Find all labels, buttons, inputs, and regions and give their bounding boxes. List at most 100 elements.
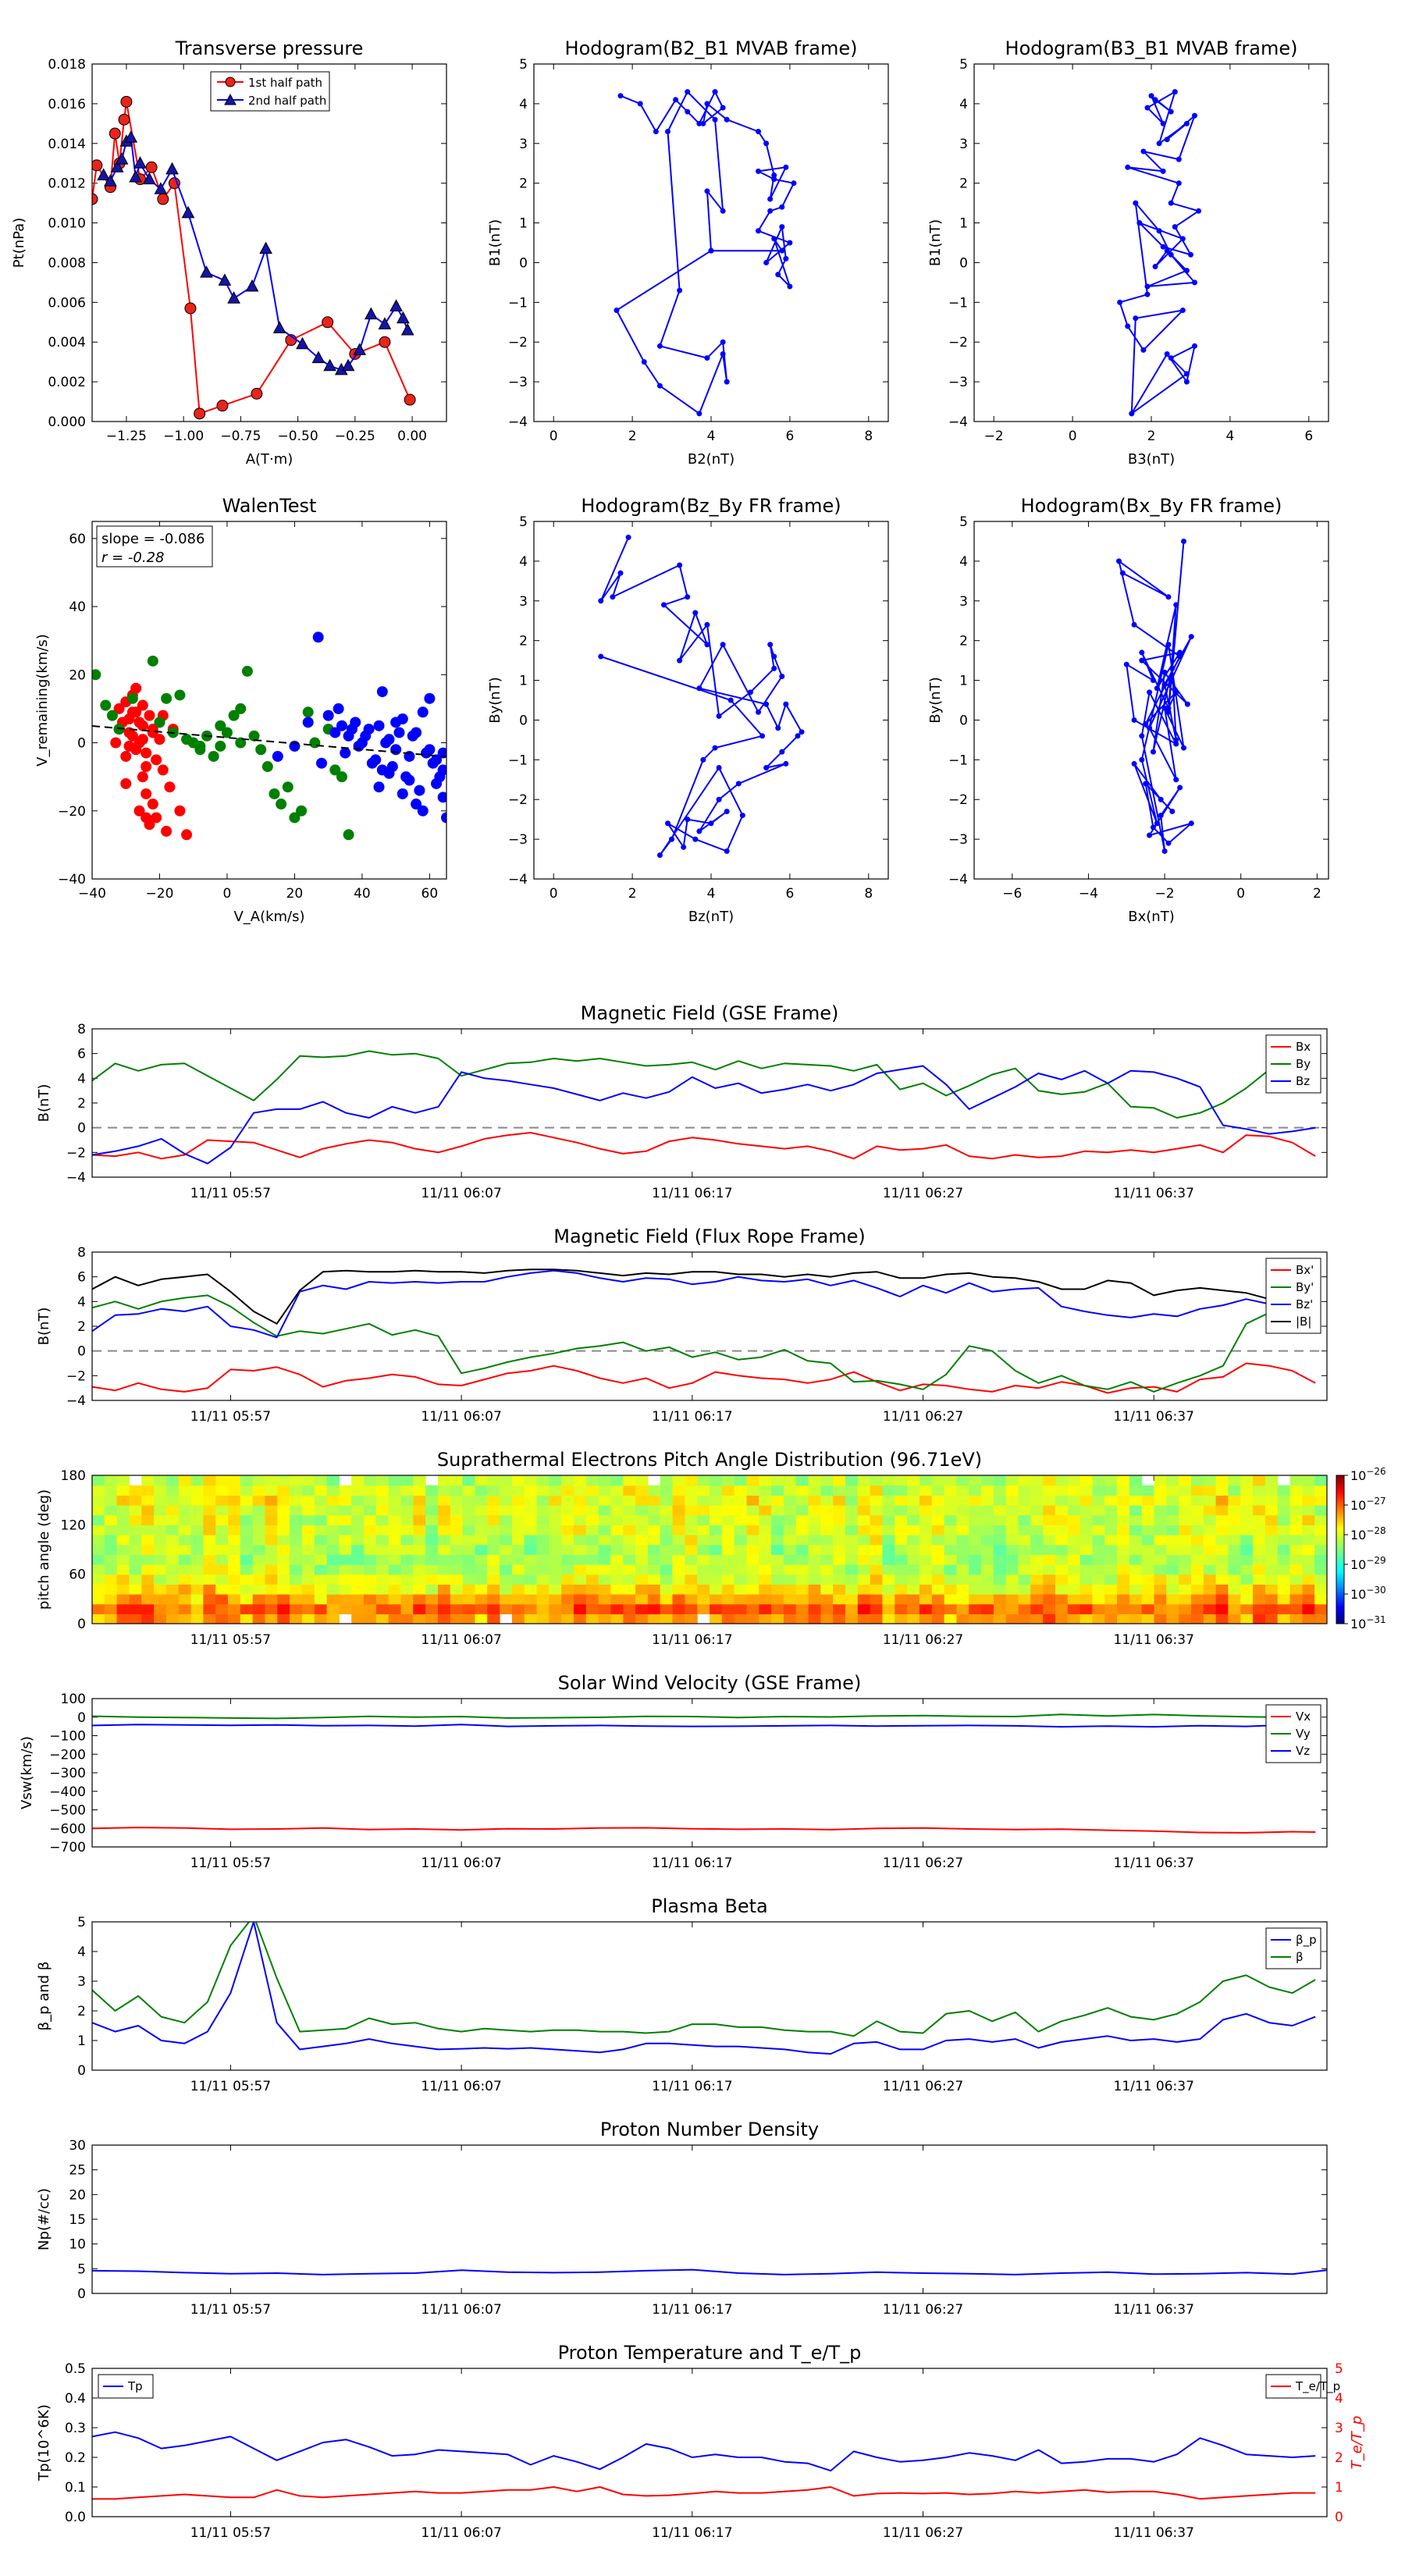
pad-cell [116,1564,130,1575]
walen-point-blue [336,720,347,731]
pad-cell [870,1614,884,1624]
pad-cell [549,1554,562,1565]
pad-cell [1314,1475,1327,1486]
pad-cell [746,1525,759,1535]
pad-cell [1080,1594,1093,1605]
pad-cell [425,1603,439,1614]
pad-cell [1043,1525,1056,1535]
pad-cell [1191,1584,1204,1595]
tp-y2tick-label: 0 [1335,2510,1343,2525]
pad-cell [265,1525,278,1535]
pad-cell [623,1544,636,1555]
pad-cell [783,1535,797,1546]
h3-hodogram-point [708,820,714,827]
h3-hodogram-point [739,813,745,819]
pad-cell [1043,1564,1056,1575]
pad-cell [339,1544,352,1555]
pad-cell [1129,1475,1143,1486]
pad-cell [1067,1594,1081,1605]
h3-xtick-label: 6 [785,886,794,902]
pad-cell [969,1594,982,1605]
pad-cell [598,1535,611,1546]
walen-point-blue [340,747,351,759]
pad-cell [931,1544,945,1555]
pad-cell [364,1535,377,1546]
h3-hodogram-point [712,745,718,751]
pad-cell [351,1495,365,1506]
pad-cell [820,1485,834,1496]
pt-point-first-half [379,336,391,348]
pad-cell [969,1475,982,1486]
h4-hodogram-point [1139,657,1145,664]
h1-ylabel: B1(nT) [487,219,503,266]
tp-ytick-label: 0.0 [65,2510,86,2525]
h2-hodogram-point [1140,347,1147,353]
pad-cell [993,1594,1007,1605]
mag_fr-series-1 [92,1294,1316,1393]
pad-cell [154,1594,167,1605]
walen-point-green [181,734,193,745]
pad-cell [1289,1475,1303,1486]
walen-point-red [137,734,148,745]
h2-hodogram-point [1172,224,1178,230]
pad-cell [1191,1485,1204,1496]
np-xtick-label: 11/11 05:57 [190,2302,271,2318]
pad-cell [326,1603,340,1614]
pad-cell [882,1603,895,1614]
pad-cell [92,1475,105,1486]
pad-cell [981,1485,994,1496]
pad-cell [833,1475,846,1486]
pad-cell [277,1485,290,1496]
h4-hodogram-point [1147,832,1153,838]
pad-cell [759,1514,772,1525]
pad-cell [141,1475,155,1486]
pad-cell [808,1594,821,1605]
pad-cell [647,1525,661,1535]
pad-cell [1055,1564,1069,1575]
pad-cell [1092,1594,1105,1605]
pad-cell [154,1475,167,1486]
pad-cell [882,1485,895,1496]
h4-ylabel: By(nT) [927,677,944,723]
pad-cell [141,1544,155,1555]
pad-cell [561,1554,574,1565]
pad-cell [944,1505,957,1516]
pad-cell [771,1554,784,1565]
pt-point-second-half [323,358,336,372]
h1-title: Hodogram(B2_B1 MVAB frame) [565,37,858,59]
pad-colorbar-tick-label: 10−26 [1350,1466,1386,1483]
pad-cell [710,1505,723,1516]
pad-cell [1154,1584,1167,1595]
pad-cell [635,1505,649,1516]
h1-ytick-label: −2 [508,335,528,350]
pad-cell [400,1485,414,1496]
h2-hodogram-point [1183,268,1190,274]
pad-cell [598,1614,611,1624]
pad-cell [301,1495,315,1506]
np-xtick-label: 11/11 06:37 [1114,2302,1194,2318]
pad-cell [833,1525,846,1535]
pad-cell [1277,1594,1291,1605]
pad-xtick-label: 11/11 06:37 [1114,1632,1194,1648]
tp-ytick-label: 0.2 [65,2450,86,2466]
pad-cell [413,1544,426,1555]
tp-y2tick-label: 3 [1335,2421,1343,2436]
pt-point-first-half [194,407,206,420]
pad-cell [1141,1535,1155,1546]
pad-cell [1092,1584,1105,1595]
pt-point-second-half [200,265,213,278]
pad-cell [1154,1535,1167,1546]
pad-cell [1191,1514,1204,1525]
pad-cell [931,1535,945,1546]
pad-cell [524,1574,538,1585]
pad-cell [1154,1603,1167,1614]
pad-cell [969,1584,982,1595]
h4-ytick-label: −2 [948,792,968,808]
pad-cell [1043,1544,1056,1555]
pad-cell [487,1574,500,1585]
pad-cell [92,1544,105,1555]
pad-cell [1055,1603,1069,1614]
pad-cell [1018,1535,1031,1546]
pad-cell [710,1525,723,1535]
